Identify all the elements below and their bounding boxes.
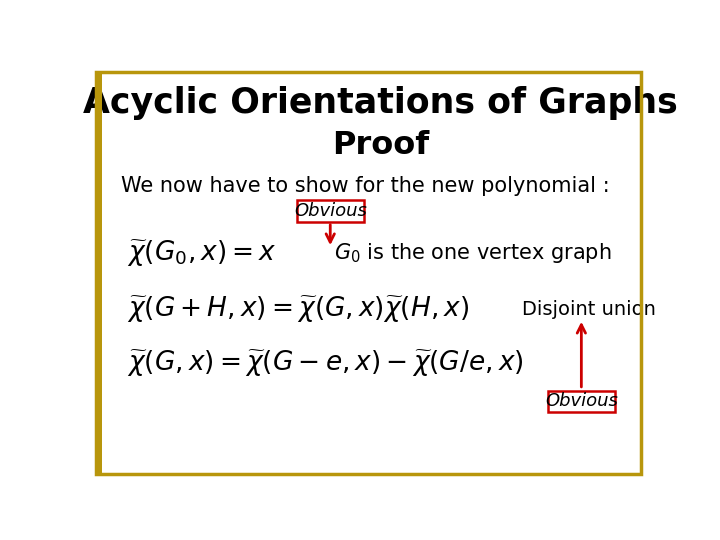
Text: Acyclic Orientations of Graphs: Acyclic Orientations of Graphs	[84, 86, 678, 120]
Text: $\widetilde{\chi}(G, x) = \widetilde{\chi}(G-e, x) - \widetilde{\chi}(G/e, x)$: $\widetilde{\chi}(G, x) = \widetilde{\ch…	[127, 348, 524, 379]
Text: Disjoint union: Disjoint union	[523, 300, 657, 319]
Text: Proof: Proof	[332, 130, 429, 161]
FancyBboxPatch shape	[297, 200, 364, 222]
Text: $\widetilde{\chi}(G+H, x) = \widetilde{\chi}(G,x)\widetilde{\chi}(H,x)$: $\widetilde{\chi}(G+H, x) = \widetilde{\…	[127, 294, 469, 325]
FancyBboxPatch shape	[548, 390, 615, 412]
Text: $\widetilde{\chi}(G_0, x) = x$: $\widetilde{\chi}(G_0, x) = x$	[127, 238, 276, 268]
Bar	[96, 72, 102, 475]
Text: $G_0$ is the one vertex graph: $G_0$ is the one vertex graph	[334, 241, 611, 266]
Text: We now have to show for the new polynomial :: We now have to show for the new polynomi…	[121, 176, 609, 195]
Text: Obvious: Obvious	[294, 202, 366, 220]
Text: Obvious: Obvious	[545, 392, 618, 410]
